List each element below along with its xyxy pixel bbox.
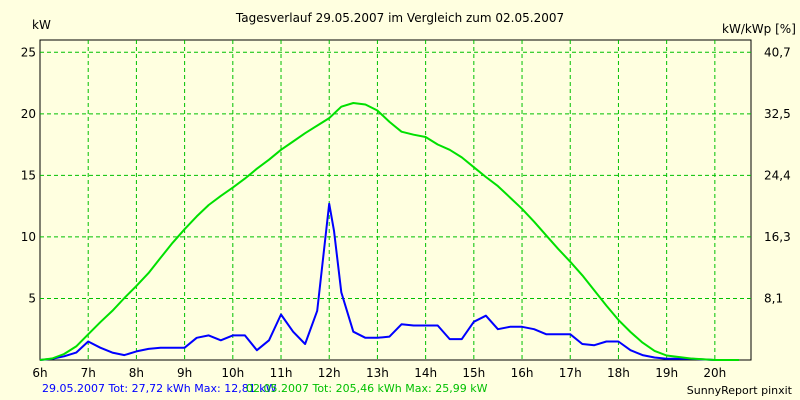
x-tick-label: 12h	[318, 366, 341, 380]
x-tick-label: 18h	[607, 366, 630, 380]
y-right-tick-label: 24,4	[764, 168, 791, 182]
x-axis-ticks: 6h 7h 8h 9h 10h 11h 12h 13h 14h 15h 16h 17h 18h 19h 20…	[32, 366, 726, 380]
x-tick-label: 8h	[129, 366, 144, 380]
series-group	[39, 102, 739, 361]
legend-series-2: 02.05.2007 Tot: 205,46 kWh Max: 25,99 kW	[246, 382, 488, 395]
legend-series-1: 29.05.2007 Tot: 27,72 kWh Max: 12,81 kW	[42, 382, 277, 395]
y-right-tick-label: 16,3	[764, 230, 791, 244]
x-tick-label: 16h	[511, 366, 534, 380]
y-left-tick-label: 5	[28, 291, 36, 305]
x-tick-label: 15h	[462, 366, 485, 380]
x-tick-label: 10h	[221, 366, 244, 380]
x-tick-label: 9h	[177, 366, 192, 380]
series-line-1	[39, 202, 727, 361]
grid	[40, 40, 751, 360]
y-right-tick-label: 8,1	[764, 291, 783, 305]
y-axis-left-label: kW	[32, 18, 51, 32]
x-tick-label: 13h	[366, 366, 389, 380]
y-left-tick-label: 15	[21, 168, 36, 182]
y-axis-left-ticks: 5 10 15 20 25	[21, 45, 36, 305]
y-axis-right-ticks: 8,1 16,3 24,4 32,5 40,7	[764, 45, 791, 305]
series-line-2	[39, 102, 739, 361]
y-left-tick-label: 10	[21, 230, 36, 244]
chart-title: Tagesverlauf 29.05.2007 im Vergleich zum…	[235, 11, 564, 25]
x-tick-label: 19h	[655, 366, 678, 380]
brand-label: SunnyReport pinxit	[687, 384, 793, 397]
x-tick-label: 7h	[81, 366, 96, 380]
y-axis-right-label: kW/kWp [%]	[722, 22, 796, 36]
plot-area	[39, 39, 752, 361]
y-right-tick-label: 32,5	[764, 107, 791, 121]
x-tick-label: 6h	[32, 366, 47, 380]
x-tick-label: 20h	[703, 366, 726, 380]
y-left-tick-label: 25	[21, 45, 36, 59]
x-tick-label: 14h	[414, 366, 437, 380]
y-left-tick-label: 20	[21, 107, 36, 121]
x-tick-label: 17h	[559, 366, 582, 380]
y-right-tick-label: 40,7	[764, 45, 791, 59]
x-tick-label: 11h	[270, 366, 293, 380]
